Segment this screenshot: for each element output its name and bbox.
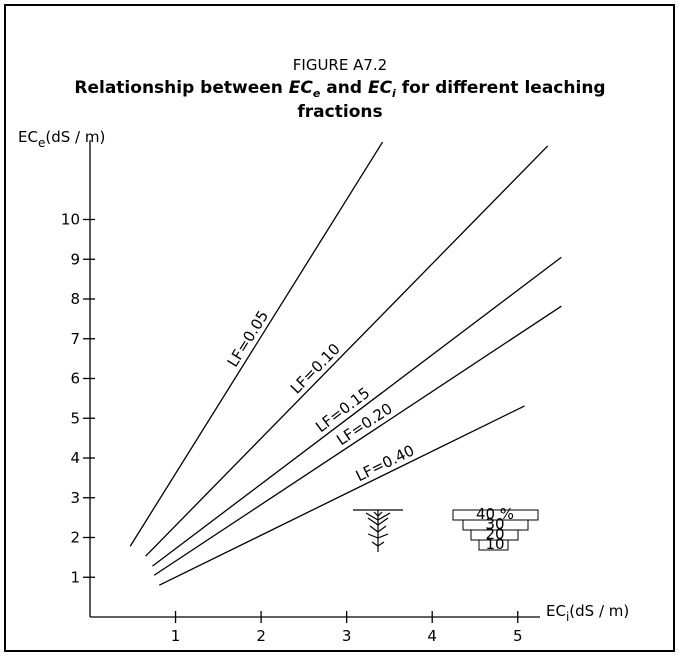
x-axis-label: ECi(dS / m) bbox=[546, 602, 629, 624]
series-line bbox=[145, 145, 549, 557]
icon-label: 30 bbox=[485, 515, 504, 533]
icon-label: 40 % bbox=[476, 505, 514, 523]
y-tick-label: 6 bbox=[70, 370, 80, 388]
subtitle-part: i bbox=[392, 87, 396, 100]
icon-label: 10 bbox=[485, 535, 504, 553]
y-tick-label: 4 bbox=[70, 449, 80, 467]
y-tick-label: 10 bbox=[61, 211, 80, 229]
series-label: LF=0.05 bbox=[224, 307, 273, 370]
x-axis-label-sub: i bbox=[566, 610, 569, 624]
y-tick-label: 8 bbox=[70, 290, 80, 308]
chart-subtitle: Relationship between ECe and ECi for dif… bbox=[74, 78, 605, 100]
x-tick-label: 2 bbox=[256, 627, 266, 645]
series-line bbox=[152, 256, 562, 567]
subtitle-part: and bbox=[320, 78, 368, 98]
y-axis-label-main: EC bbox=[18, 128, 38, 146]
y-axis-label-sub: e bbox=[38, 136, 45, 150]
subtitle-part: e bbox=[313, 87, 321, 100]
y-tick-label: 2 bbox=[70, 529, 80, 547]
pyramid-icon bbox=[452, 509, 539, 551]
subtitle-part: for different leaching bbox=[396, 78, 606, 98]
chart-subtitle: fractions bbox=[297, 102, 382, 122]
x-tick-label: 3 bbox=[342, 627, 352, 645]
subtitle-part: Relationship between bbox=[74, 78, 288, 98]
subtitle-part: EC bbox=[368, 78, 393, 98]
y-tick-label: 5 bbox=[70, 409, 80, 427]
series-line bbox=[153, 305, 562, 576]
x-tick-label: 5 bbox=[513, 627, 523, 645]
y-tick-label: 7 bbox=[70, 330, 80, 348]
y-axis-label: ECe(dS / m) bbox=[18, 128, 105, 150]
x-tick-label: 4 bbox=[427, 627, 437, 645]
y-axis-label-unit: (dS / m) bbox=[45, 128, 105, 146]
icon-label: 20 bbox=[485, 525, 504, 543]
series-line bbox=[129, 141, 384, 547]
series-line bbox=[159, 405, 525, 586]
series-label: LF=0.10 bbox=[287, 340, 344, 398]
x-tick-label: 1 bbox=[171, 627, 181, 645]
y-tick-label: 9 bbox=[70, 250, 80, 268]
x-axis-label-unit: (dS / m) bbox=[569, 602, 629, 620]
subtitle-part: EC bbox=[289, 78, 314, 98]
plant-icon bbox=[353, 509, 403, 552]
frame bbox=[4, 4, 675, 652]
y-tick-label: 3 bbox=[70, 489, 80, 507]
x-axis-label-main: EC bbox=[546, 602, 566, 620]
chart-title: FIGURE A7.2 bbox=[293, 56, 387, 74]
y-tick-label: 1 bbox=[70, 568, 80, 586]
